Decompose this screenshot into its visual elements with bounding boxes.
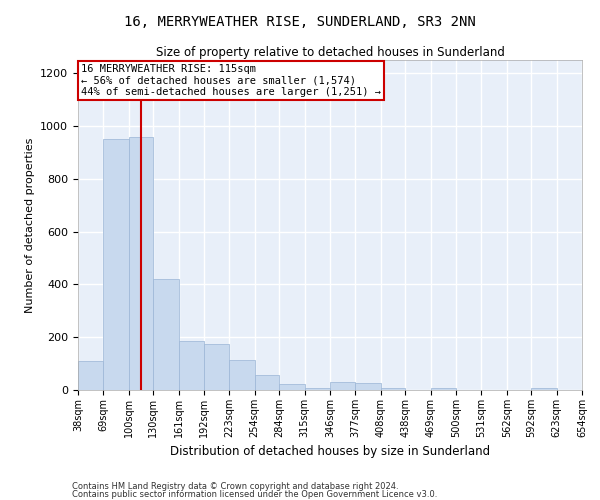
Bar bbox=[381, 388, 405, 390]
Bar bbox=[255, 376, 279, 390]
Y-axis label: Number of detached properties: Number of detached properties bbox=[25, 138, 35, 312]
Text: Contains HM Land Registry data © Crown copyright and database right 2024.: Contains HM Land Registry data © Crown c… bbox=[72, 482, 398, 491]
Bar bbox=[305, 388, 330, 390]
Bar bbox=[531, 388, 557, 390]
Bar bbox=[129, 136, 153, 390]
Bar bbox=[582, 388, 600, 390]
Bar bbox=[330, 382, 355, 390]
Bar bbox=[78, 361, 103, 390]
Bar bbox=[204, 344, 229, 390]
Bar bbox=[279, 384, 305, 390]
Title: Size of property relative to detached houses in Sunderland: Size of property relative to detached ho… bbox=[155, 46, 505, 59]
Text: Contains public sector information licensed under the Open Government Licence v3: Contains public sector information licen… bbox=[72, 490, 437, 499]
Bar bbox=[431, 388, 456, 390]
Bar bbox=[103, 139, 129, 390]
Bar bbox=[153, 279, 179, 390]
Text: 16 MERRYWEATHER RISE: 115sqm
← 56% of detached houses are smaller (1,574)
44% of: 16 MERRYWEATHER RISE: 115sqm ← 56% of de… bbox=[81, 64, 381, 97]
Text: 16, MERRYWEATHER RISE, SUNDERLAND, SR3 2NN: 16, MERRYWEATHER RISE, SUNDERLAND, SR3 2… bbox=[124, 15, 476, 29]
Bar bbox=[355, 382, 381, 390]
X-axis label: Distribution of detached houses by size in Sunderland: Distribution of detached houses by size … bbox=[170, 446, 490, 458]
Bar bbox=[229, 360, 255, 390]
Bar bbox=[179, 341, 204, 390]
